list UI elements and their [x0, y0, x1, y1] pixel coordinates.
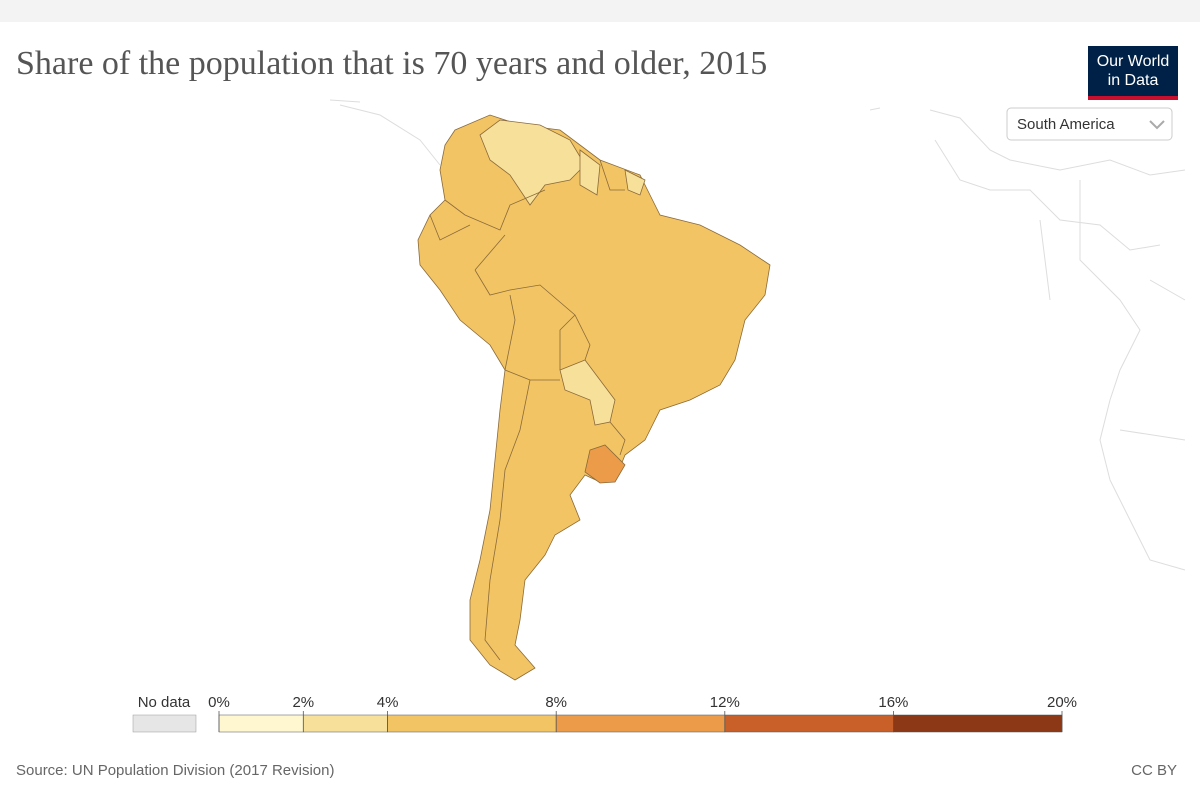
region-pale [624, 169, 646, 196]
legend-bin [893, 714, 1063, 733]
map [417, 114, 771, 681]
logo-strip [1088, 96, 1178, 100]
license: CC BY [1131, 762, 1177, 779]
legend-tick-label: 20% [1047, 694, 1077, 711]
legend-bin [724, 714, 894, 733]
border [429, 159, 626, 661]
legend-tick-label: 2% [292, 694, 314, 711]
dropdown-arrow[interactable] [1149, 120, 1165, 130]
legend-tick-label: 12% [710, 694, 740, 711]
legend-bin [387, 714, 557, 733]
logo-text: Our World [1097, 53, 1170, 70]
chart-title: Share of the population that is 70 years… [16, 45, 767, 82]
legend-tick-label: 0% [208, 694, 230, 711]
legend-tick-label: 8% [545, 694, 567, 711]
world-outline [329, 99, 1186, 571]
dropdown-label[interactable]: South America [1017, 116, 1115, 133]
no-data-label: No data [138, 694, 191, 711]
region-pale [479, 119, 586, 206]
logo-text: in Data [1108, 72, 1159, 89]
region-orange [584, 444, 626, 484]
legend-bin [555, 714, 726, 733]
legend-tick-label: 4% [377, 694, 399, 711]
region-select[interactable]: South America [1006, 107, 1173, 141]
logo-box [1088, 46, 1178, 100]
legend-tick-label: 16% [878, 694, 908, 711]
top-bar [0, 0, 1200, 22]
source: Source: UN Population Division (2017 Rev… [16, 762, 335, 779]
logo: Our World in Data [1088, 46, 1178, 100]
dropdown[interactable] [1006, 107, 1173, 141]
legend: No data 0% 2% 4% 8% 12% 16% 20% [132, 694, 1077, 733]
legend-bin [218, 714, 304, 733]
region-pale [579, 149, 601, 196]
no-data-swatch [132, 714, 197, 733]
legend-bin [303, 714, 388, 733]
